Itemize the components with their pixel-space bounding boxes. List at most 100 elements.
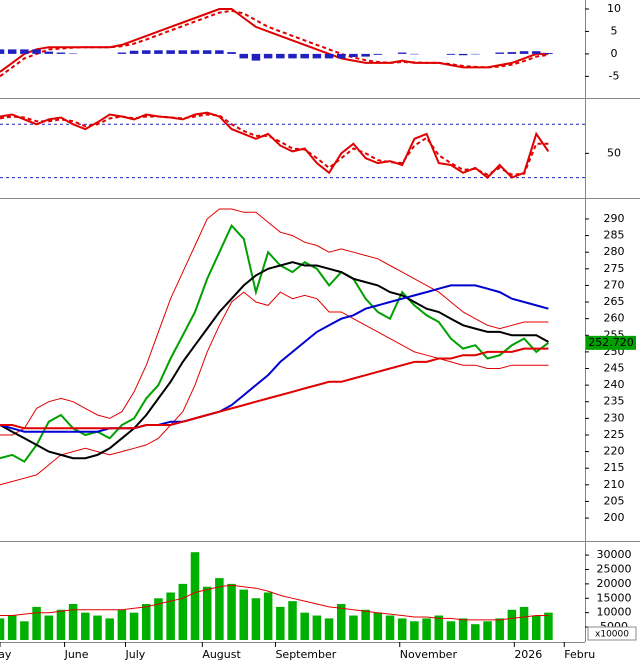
bar [68,604,78,640]
y-tick-label: 5 [611,24,618,37]
x-tick-label: September [275,648,336,661]
bar [336,53,346,59]
y-tick-label: 285 [604,229,625,242]
y-tick-label: 240 [604,378,625,391]
y-tick-label: 205 [604,494,625,507]
bar [251,53,261,61]
bar [32,606,41,640]
y-tick-label: 290 [604,212,625,225]
last-price-label: 252.720 [588,336,634,349]
bar [276,53,285,59]
last-price-box [586,335,636,350]
bar [239,53,249,59]
bar [56,52,66,54]
y-tick-label: -5 [609,69,620,82]
bar [434,615,444,640]
bar [44,615,54,640]
bar [385,615,395,640]
series-line [0,9,549,78]
y-tick-label: 25000 [597,562,632,575]
bar [166,50,175,54]
bar [410,621,419,640]
bar [215,50,224,54]
y-tick-label: 225 [604,428,625,441]
x-tick-label: May [0,648,12,661]
bar [458,618,468,640]
bar [263,53,273,59]
y-tick-label: 220 [604,445,625,458]
bar [154,50,163,54]
bar [129,612,139,640]
bar [154,598,163,640]
series-line [0,8,549,73]
bar [81,612,90,640]
bar [141,50,151,54]
y-tick-label: 275 [604,262,625,275]
x-tick-label: Febru [564,648,595,661]
bar [507,52,517,54]
bar [190,50,200,54]
bar [105,618,114,640]
x-tick-label: July [125,648,146,661]
series-line [0,223,550,463]
series-line [0,284,549,433]
bar [117,52,127,54]
unit-label: x10000 [595,630,629,640]
bar [312,615,322,640]
bar [32,49,41,54]
bar [544,52,553,54]
x-tick-label: 2026 [514,648,542,661]
bar [544,612,553,640]
y-tick-label: 245 [604,362,625,375]
bar [458,53,468,56]
bar [531,51,541,54]
bar [349,53,358,58]
y-tick-label: 260 [604,312,625,325]
bar [336,604,346,640]
y-tick-label: 270 [604,278,625,291]
bar [397,52,407,54]
bar [202,50,212,54]
y-tick-label: 230 [604,411,625,424]
y-tick-label: 215 [604,461,625,474]
y-tick-label: 15000 [597,591,632,604]
bar [20,49,29,54]
y-tick-label: 20000 [597,577,632,590]
bar [519,606,529,640]
series-line [0,261,549,460]
bar [361,609,370,640]
bar [373,53,383,55]
y-tick-label: 0 [611,47,618,60]
bar [190,552,200,640]
bar [20,621,29,640]
bar [44,51,54,54]
bar [141,604,151,640]
series-line [0,584,549,621]
bar [227,52,236,54]
bar [7,615,17,640]
bar [397,618,407,640]
bar [276,606,285,640]
bar [495,52,504,54]
bar [324,53,334,59]
bar [0,618,5,640]
bar [312,53,322,59]
y-tick-label: 200 [604,511,625,524]
y-tick-label: 10 [607,2,621,15]
y-tick-label: 265 [604,295,625,308]
bar [239,589,249,640]
bar [288,53,297,59]
bar [166,592,175,640]
series-line [0,111,550,179]
bar [446,53,456,55]
y-tick-label: 210 [604,478,625,491]
bar [300,53,309,59]
bar [227,583,236,640]
y-tick-label: 280 [604,245,625,258]
bar [0,49,5,54]
bar [349,615,358,640]
bar [178,583,188,640]
x-tick-label: June [64,648,89,661]
bar [507,609,517,640]
